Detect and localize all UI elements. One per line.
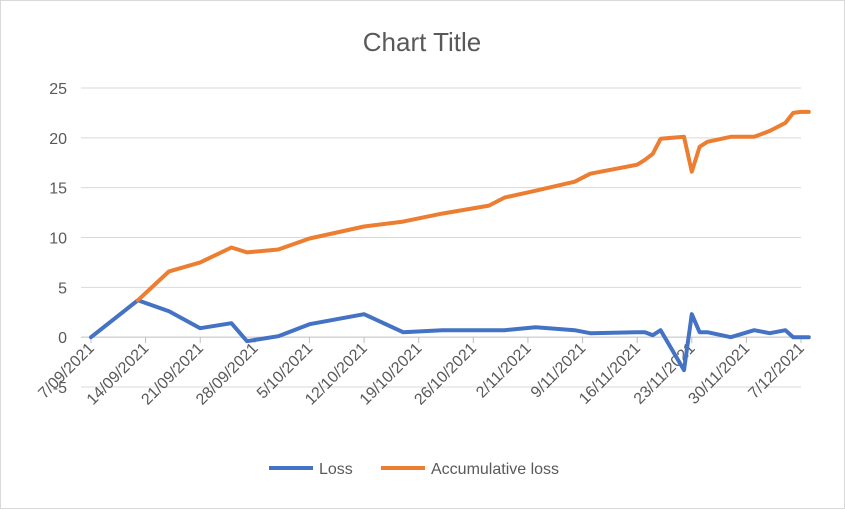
chart-title: Chart Title: [363, 27, 482, 57]
legend: Loss Accumulative loss: [269, 461, 559, 478]
y-tick-label: -5: [53, 380, 67, 397]
series-line-loss: [89, 298, 811, 373]
gridlines: [81, 87, 801, 388]
y-tick-label: 20: [49, 131, 67, 148]
y-axis-ticks: 25 20 15 10 5 0 -5: [49, 81, 67, 397]
x-tick-label: 2/11/2021: [473, 340, 535, 402]
y-tick-label: 0: [58, 330, 67, 347]
series-line-accumulative-loss: [135, 109, 811, 303]
y-tick-label: 5: [58, 280, 67, 297]
y-tick-label: 25: [49, 81, 67, 98]
legend-label: Loss: [319, 461, 353, 478]
legend-label: Accumulative loss: [431, 461, 559, 478]
series-lines: [89, 109, 811, 373]
x-axis: 7/09/202114/09/202121/09/202128/09/20215…: [35, 336, 808, 409]
y-tick-label: 10: [49, 231, 67, 248]
y-tick-label: 15: [49, 181, 67, 198]
x-tick-label: 7/12/2021: [745, 340, 807, 402]
